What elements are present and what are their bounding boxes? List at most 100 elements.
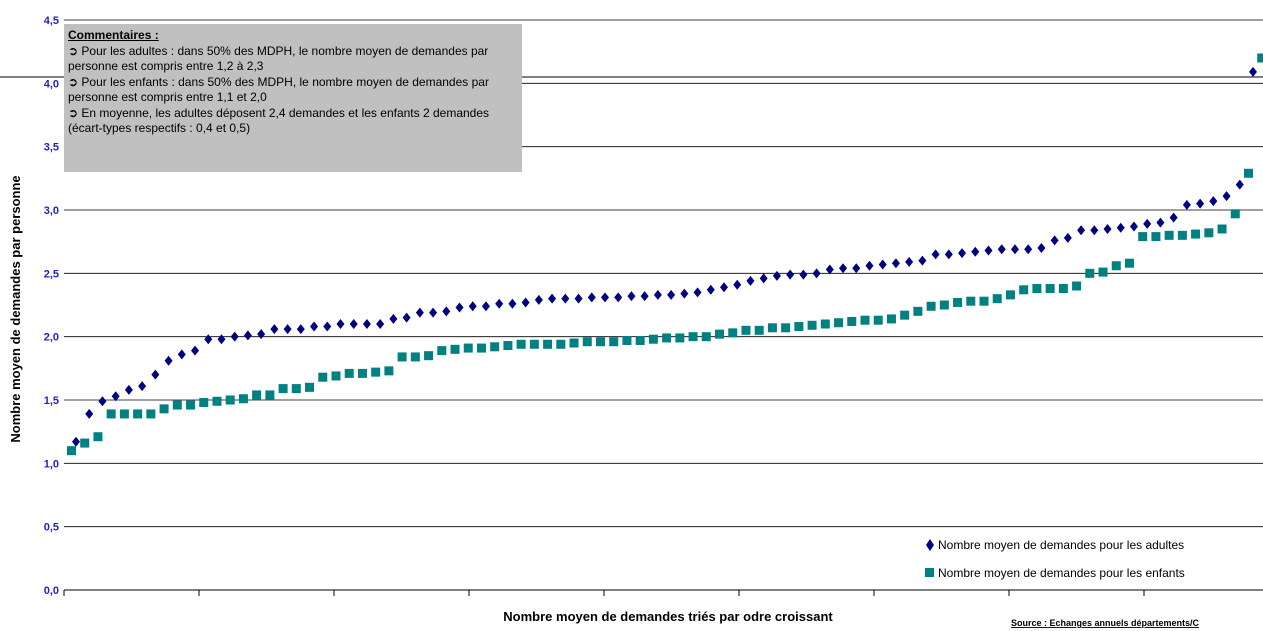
point-adultes <box>1129 221 1138 232</box>
y-tick-labels: 0,0 0,5 1,0 1,5 2,0 2,5 3,0 3,5 4,0 4,5 <box>44 15 59 597</box>
point-enfants <box>754 325 764 335</box>
point-adultes <box>402 312 411 323</box>
point-enfants <box>807 320 817 330</box>
arrow-bullet-icon: ➲ <box>68 43 79 58</box>
point-adultes <box>640 291 649 302</box>
point-adultes <box>376 319 385 329</box>
point-adultes <box>587 292 596 303</box>
point-adultes <box>958 248 967 259</box>
point-enfants <box>199 398 209 408</box>
point-enfants <box>159 404 169 414</box>
point-enfants <box>635 335 645 345</box>
point-enfants <box>410 352 420 362</box>
point-adultes <box>812 268 821 279</box>
data-points <box>67 53 1263 456</box>
point-enfants <box>609 337 619 347</box>
legend-children-label: Nombre moyen de demandes pour les enfant… <box>938 566 1185 580</box>
point-enfants <box>1005 290 1015 300</box>
point-enfants <box>1019 285 1029 295</box>
point-enfants <box>490 342 500 352</box>
point-adultes <box>1249 66 1257 77</box>
point-adultes <box>905 256 914 267</box>
point-adultes <box>455 302 464 313</box>
point-enfants <box>794 322 804 332</box>
point-enfants <box>953 297 963 307</box>
point-adultes <box>1116 222 1125 233</box>
point-adultes <box>1143 218 1152 229</box>
point-enfants <box>926 301 936 311</box>
point-enfants <box>212 396 222 406</box>
point-enfants <box>873 315 883 325</box>
y-tick-label: 1,0 <box>44 458 59 470</box>
point-adultes <box>257 329 266 340</box>
comment-line-adults: ➲ Pour les adultes : dans 50% des MDPH, … <box>68 44 518 75</box>
point-enfants <box>1257 53 1263 63</box>
point-adultes <box>389 313 398 324</box>
point-adultes <box>931 249 940 260</box>
point-enfants <box>728 328 738 338</box>
point-enfants <box>886 314 896 324</box>
point-enfants <box>781 323 791 333</box>
point-enfants <box>476 343 486 353</box>
point-adultes <box>323 321 332 332</box>
point-adultes <box>1235 179 1244 190</box>
point-adultes <box>1063 232 1072 243</box>
point-adultes <box>283 324 292 335</box>
point-enfants <box>1151 232 1161 242</box>
point-enfants <box>569 338 579 348</box>
point-adultes <box>468 301 477 312</box>
point-adultes <box>1010 244 1019 255</box>
point-adultes <box>548 293 557 304</box>
point-enfants <box>1191 229 1201 239</box>
point-adultes <box>72 436 80 447</box>
point-enfants <box>939 300 949 310</box>
legend-square-marker <box>925 568 934 577</box>
point-enfants <box>966 296 976 306</box>
arrow-bullet-icon: ➲ <box>68 74 79 89</box>
point-adultes <box>204 334 213 345</box>
point-enfants <box>847 316 857 326</box>
point-adultes <box>349 319 358 329</box>
point-adultes <box>839 263 848 274</box>
point-adultes <box>772 270 781 281</box>
point-enfants <box>688 332 698 342</box>
y-tick-label: 4,0 <box>44 78 59 90</box>
point-adultes <box>1156 217 1165 228</box>
point-adultes <box>759 273 768 284</box>
point-enfants <box>582 337 592 347</box>
point-adultes <box>310 321 319 332</box>
point-adultes <box>574 293 583 304</box>
point-adultes <box>1077 225 1086 236</box>
point-adultes <box>997 244 1006 255</box>
y-tick-label: 1,5 <box>44 395 59 407</box>
point-enfants <box>979 296 989 306</box>
point-enfants <box>278 384 288 394</box>
point-enfants <box>1138 232 1148 242</box>
point-adultes <box>653 289 662 300</box>
point-adultes <box>1196 198 1205 209</box>
point-adultes <box>1050 235 1059 246</box>
point-adultes <box>746 275 755 286</box>
point-enfants <box>450 344 460 354</box>
comment-text-adults: Pour les adultes : dans 50% des MDPH, le… <box>68 43 489 74</box>
point-enfants <box>384 366 394 376</box>
point-adultes <box>878 259 887 270</box>
point-adultes <box>124 384 133 395</box>
point-enfants <box>291 384 301 394</box>
point-enfants <box>556 339 566 349</box>
point-enfants <box>344 368 354 378</box>
point-adultes <box>918 255 927 266</box>
point-adultes <box>415 307 424 318</box>
point-enfants <box>1111 261 1121 271</box>
point-adultes <box>1182 199 1191 210</box>
point-enfants <box>1124 258 1134 268</box>
point-enfants <box>424 351 434 361</box>
point-adultes <box>865 260 874 271</box>
point-enfants <box>1217 224 1227 234</box>
point-adultes <box>1222 191 1231 202</box>
point-enfants <box>834 318 844 328</box>
point-adultes <box>852 263 861 274</box>
point-adultes <box>786 269 795 280</box>
point-adultes <box>138 381 147 392</box>
